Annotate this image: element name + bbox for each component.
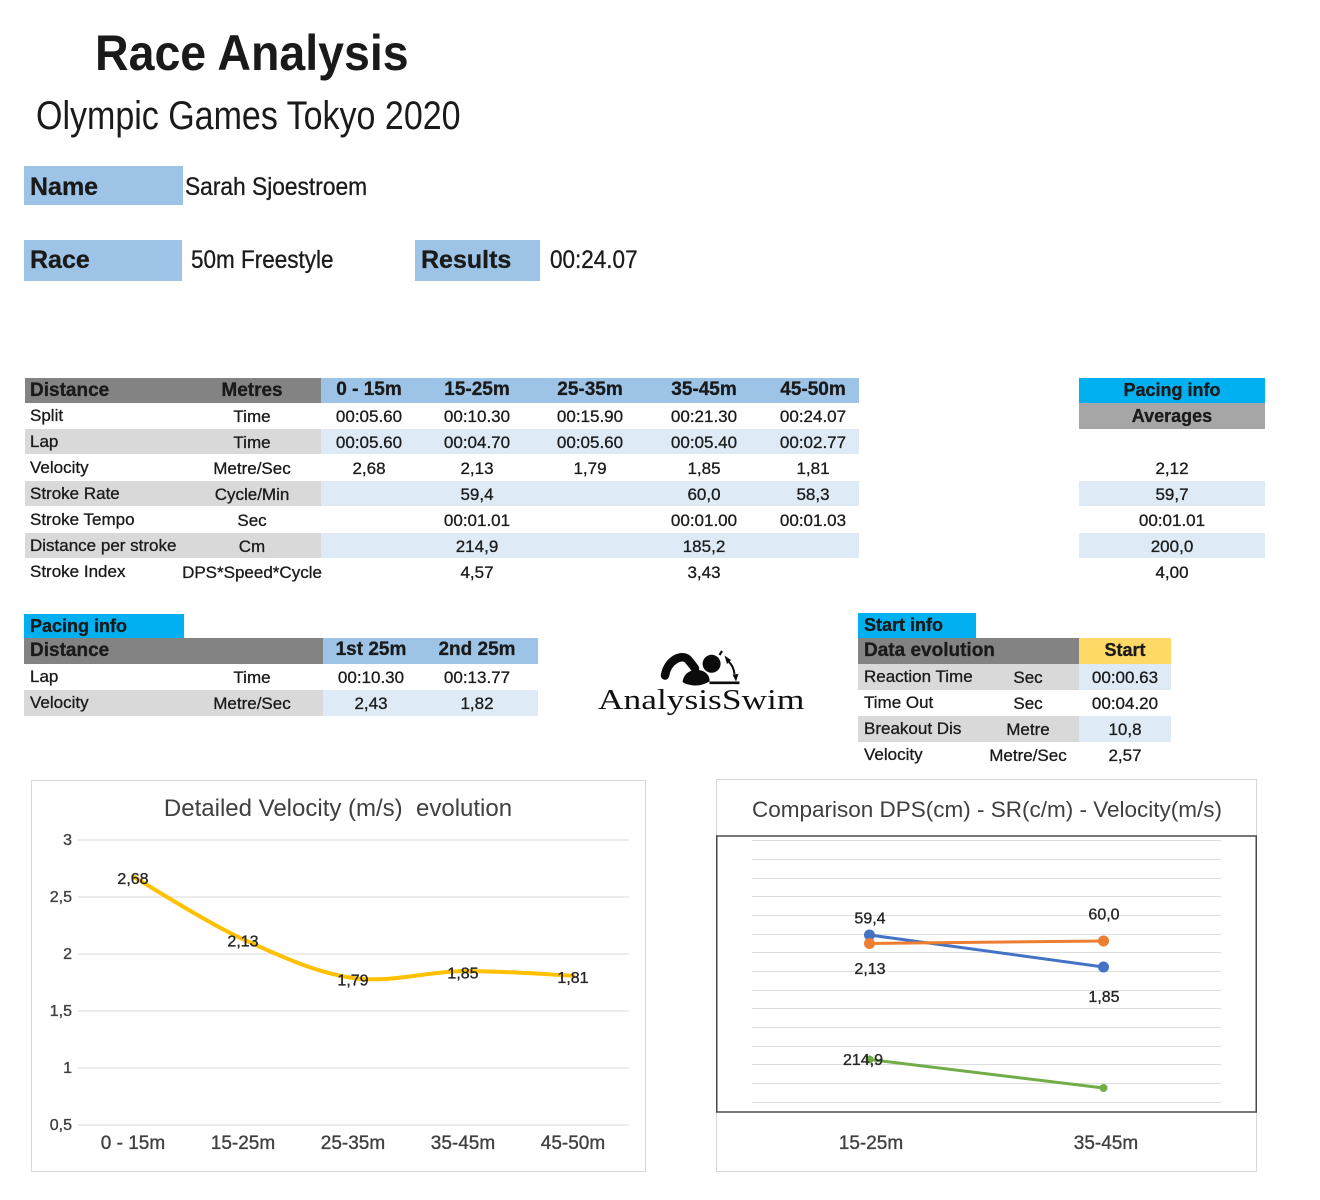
svg-text:2: 2	[63, 946, 72, 963]
svg-text:60,0: 60,0	[1088, 907, 1119, 924]
svg-text:0 - 15m: 0 - 15m	[101, 1133, 165, 1154]
svg-text:15-25m: 15-25m	[839, 1133, 903, 1154]
svg-text:15-25m: 15-25m	[211, 1133, 275, 1154]
svg-text:59,4: 59,4	[854, 911, 885, 928]
svg-text:45-50m: 45-50m	[541, 1133, 605, 1154]
svg-text:Comparison DPS(cm) - SR(c/m) -: Comparison DPS(cm) - SR(c/m) - Velocity(…	[752, 797, 1222, 822]
svg-text:1,5: 1,5	[50, 1003, 72, 1020]
svg-text:1,81: 1,81	[557, 970, 588, 987]
svg-text:0,5: 0,5	[50, 1117, 72, 1134]
svg-text:2,13: 2,13	[854, 961, 885, 978]
svg-text:214,9: 214,9	[843, 1052, 883, 1069]
svg-text:35-45m: 35-45m	[1074, 1133, 1138, 1154]
svg-text:1,79: 1,79	[337, 973, 368, 990]
svg-text:1: 1	[63, 1060, 72, 1077]
svg-text:1,85: 1,85	[1088, 989, 1119, 1006]
svg-text:Detailed Velocity (m/s) evolu: Detailed Velocity (m/s) evolution	[164, 795, 512, 822]
svg-text:25-35m: 25-35m	[321, 1133, 385, 1154]
svg-text:3: 3	[63, 832, 72, 849]
svg-text:35-45m: 35-45m	[431, 1133, 495, 1154]
svg-text:2,13: 2,13	[227, 934, 258, 951]
svg-text:1,85: 1,85	[447, 966, 478, 983]
svg-text:2,68: 2,68	[117, 871, 148, 888]
svg-text:2,5: 2,5	[50, 889, 72, 906]
